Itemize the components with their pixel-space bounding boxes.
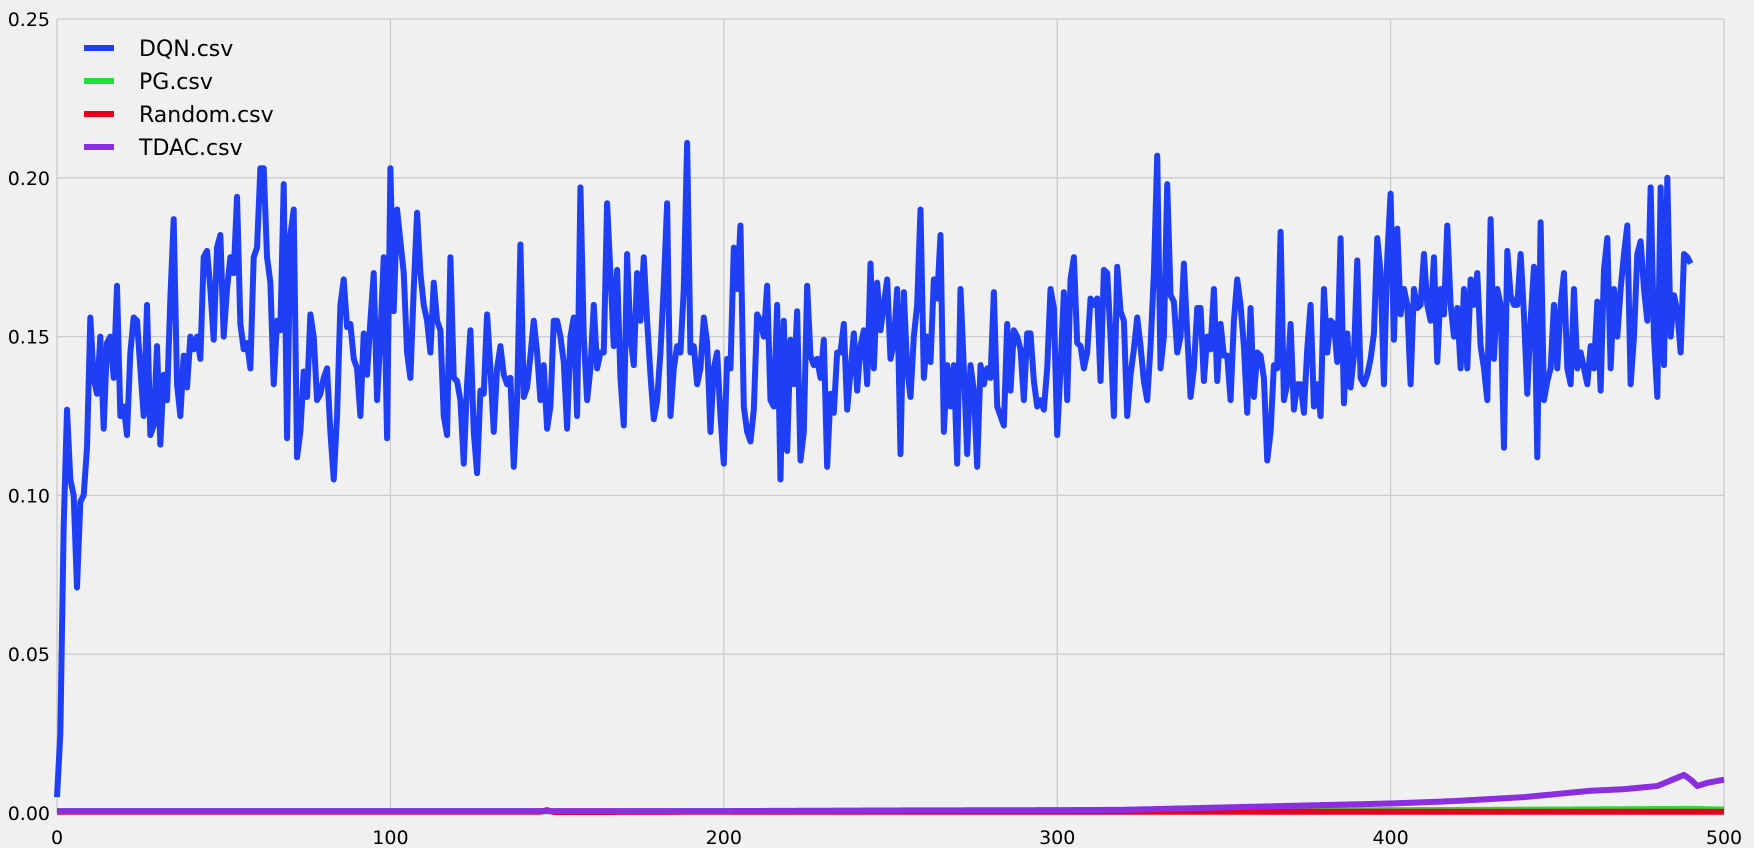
legend-label: TDAC.csv: [138, 136, 243, 161]
y-tick-label: 0.20: [8, 168, 50, 190]
series-line-dqn: [54, 139, 1694, 798]
x-tick-label: 0: [51, 827, 63, 848]
x-tick-label: 100: [372, 827, 408, 848]
series-line-tdac: [57, 771, 1725, 815]
tick-labels: 0 100 200 300 400 500 0.00 0.05 0.10 0.15 0.20 0.25: [8, 9, 1742, 848]
y-tick-label: 0.10: [8, 485, 50, 507]
series-lines: [54, 139, 1725, 816]
x-tick-label: 400: [1372, 827, 1408, 848]
y-tick-label: 0.05: [8, 644, 50, 666]
x-tick-label: 200: [706, 827, 742, 848]
legend-label: PG.csv: [139, 70, 213, 95]
legend: DQN.csv PG.csv Random.csv TDAC.csv: [84, 37, 274, 161]
legend-label: Random.csv: [139, 103, 274, 128]
y-tick-label: 0.15: [8, 327, 50, 349]
y-tick-label: 0.00: [8, 803, 50, 825]
y-tick-label: 0.25: [8, 9, 50, 31]
legend-label: DQN.csv: [139, 37, 233, 62]
x-tick-label: 500: [1706, 827, 1742, 848]
x-tick-label: 300: [1039, 827, 1075, 848]
